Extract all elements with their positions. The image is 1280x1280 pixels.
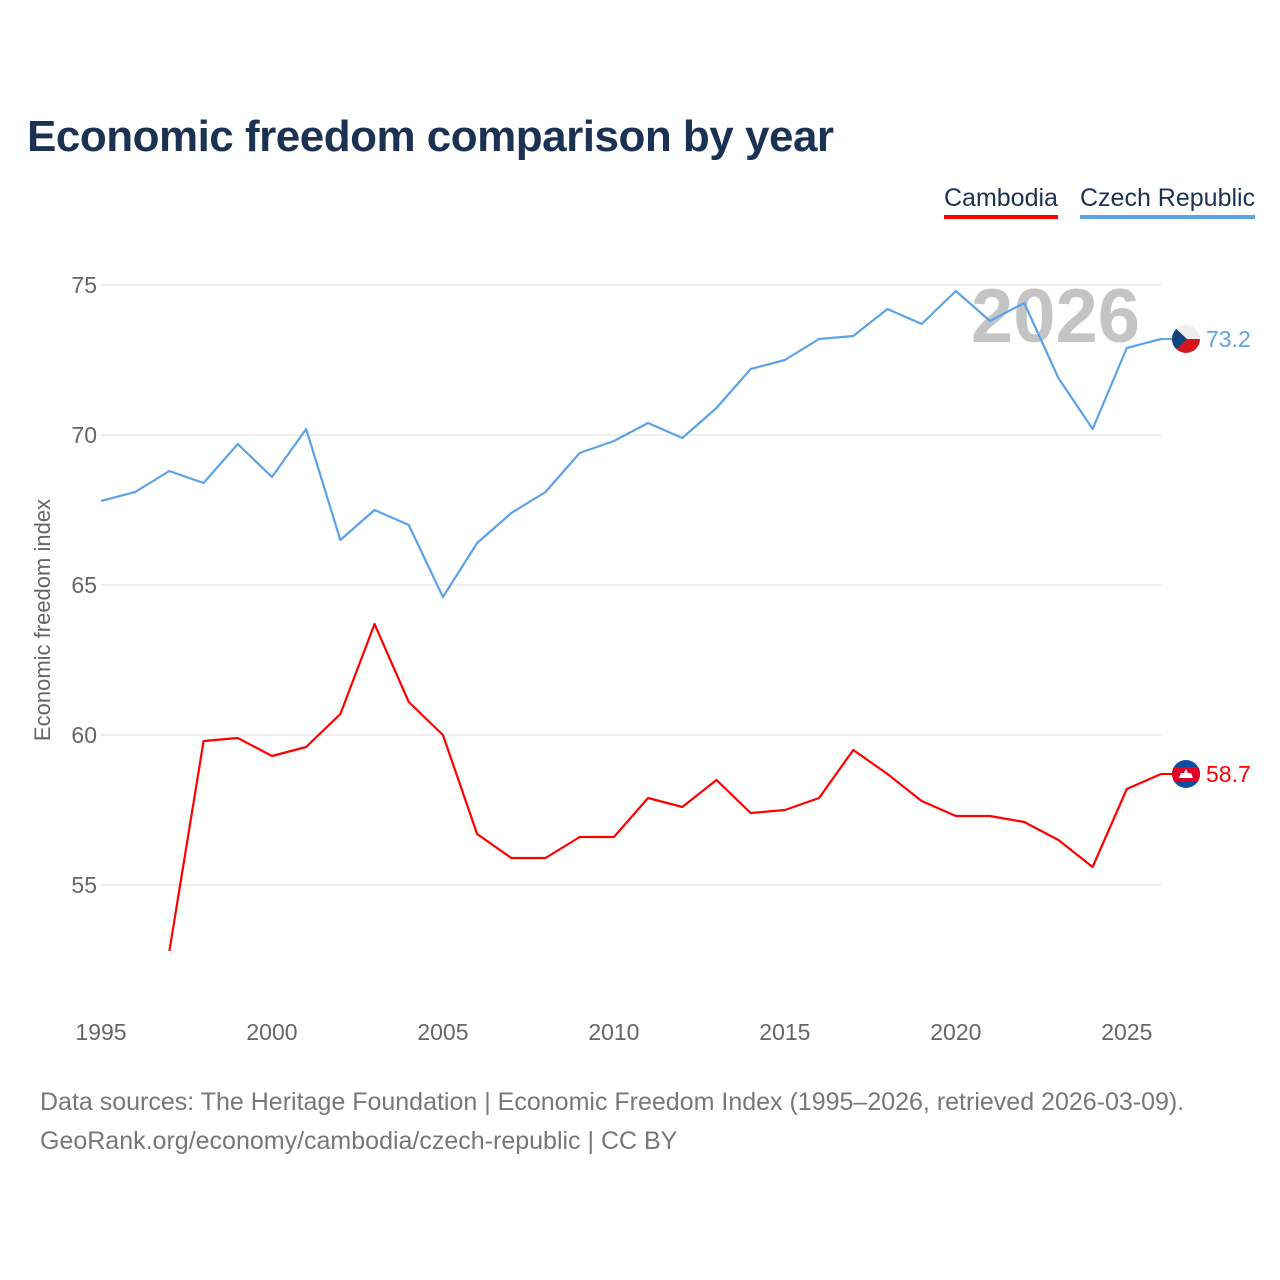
y-tick-label: 60 [71,722,97,748]
x-tick-label: 1995 [75,1019,126,1045]
czech-flag-icon [1172,325,1200,353]
chart-title: Economic freedom comparison by year [27,112,834,161]
end-value-label: 73.2 [1206,326,1251,352]
y-tick-label: 70 [71,422,97,448]
end-value-label: 58.7 [1206,761,1251,787]
x-tick-label: 2015 [759,1019,810,1045]
x-tick-label: 2020 [930,1019,981,1045]
footer-link[interactable]: GeoRank.org/economy/cambodia/czech-repub… [40,1127,678,1155]
x-tick-label: 2025 [1101,1019,1152,1045]
footer-sources: Data sources: The Heritage Foundation | … [40,1088,1185,1116]
cambodia-flag-icon [1172,760,1200,788]
series-line-cambodia [168,622,1162,952]
y-tick-label: 75 [71,272,97,298]
series-line-czech-republic [100,289,1162,599]
y-tick-label: 65 [71,572,97,598]
legend-czech-republic[interactable]: Czech Republic [1080,184,1256,219]
y-axis-label: Economic freedom index [30,499,55,741]
x-tick-label: 2010 [588,1019,639,1045]
y-tick-label: 55 [71,872,97,898]
legend-cambodia[interactable]: Cambodia [944,184,1058,219]
x-tick-label: 2005 [417,1019,468,1045]
x-tick-label: 2000 [246,1019,297,1045]
